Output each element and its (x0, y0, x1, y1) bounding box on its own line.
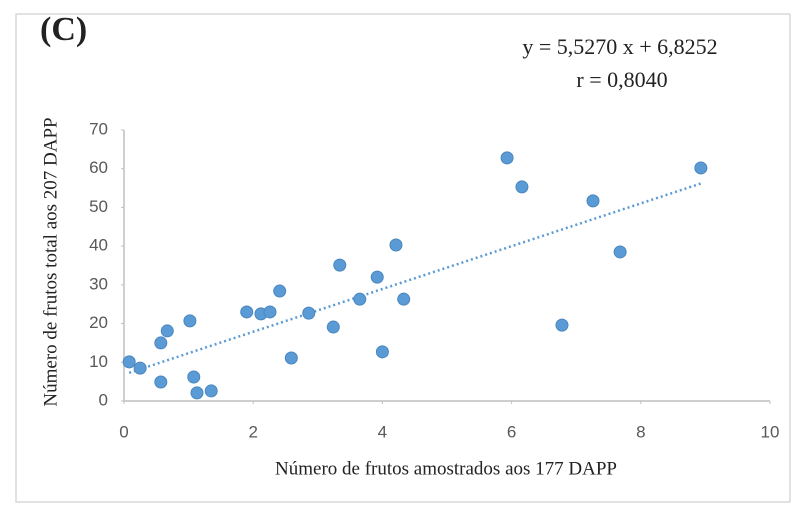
y-tick-label: 30 (89, 274, 108, 293)
point (326, 320, 340, 334)
point (397, 292, 411, 306)
point (133, 361, 147, 375)
trendline (128, 182, 702, 375)
point (190, 386, 204, 400)
point (302, 306, 316, 320)
x-tick-label: 8 (636, 422, 645, 441)
point (613, 245, 627, 259)
point (284, 351, 298, 365)
x-tick-label: 0 (119, 422, 128, 441)
trend-r: r = 0,8040 (576, 67, 667, 92)
y-tick-label: 0 (99, 390, 108, 409)
y-axis-label: Número de frutos total aos 207 DAPP (40, 117, 61, 406)
point (154, 375, 168, 389)
point (694, 161, 708, 175)
point (515, 180, 529, 194)
point (389, 238, 403, 252)
point (154, 336, 168, 350)
y-tick-label: 60 (89, 158, 108, 177)
x-axis-label: Número de frutos amostrados aos 177 DAPP (275, 458, 617, 479)
point (555, 318, 569, 332)
x-tick-label: 6 (507, 422, 516, 441)
point (240, 305, 254, 319)
point (263, 305, 277, 319)
point (183, 314, 197, 328)
point (122, 355, 136, 369)
point (333, 258, 347, 272)
point (370, 270, 384, 284)
y-tick-label: 50 (89, 197, 108, 216)
x-tick-label: 2 (248, 422, 257, 441)
point (187, 370, 201, 384)
chart-title: (C) (40, 11, 87, 48)
y-tick-label: 70 (89, 119, 108, 138)
trend-equation: y = 5,5270 x + 6,8252 (522, 34, 717, 59)
y-tick-label: 20 (89, 313, 108, 332)
point (204, 384, 218, 398)
point (500, 151, 514, 165)
point (586, 194, 600, 208)
x-tick-label: 4 (378, 422, 387, 441)
point (353, 292, 367, 306)
point (273, 284, 287, 298)
y-tick-label: 40 (89, 236, 108, 255)
point (375, 345, 389, 359)
point (160, 324, 174, 338)
x-tick-label: 10 (761, 422, 780, 441)
chart-frame (15, 13, 791, 503)
y-tick-label: 10 (89, 352, 108, 371)
